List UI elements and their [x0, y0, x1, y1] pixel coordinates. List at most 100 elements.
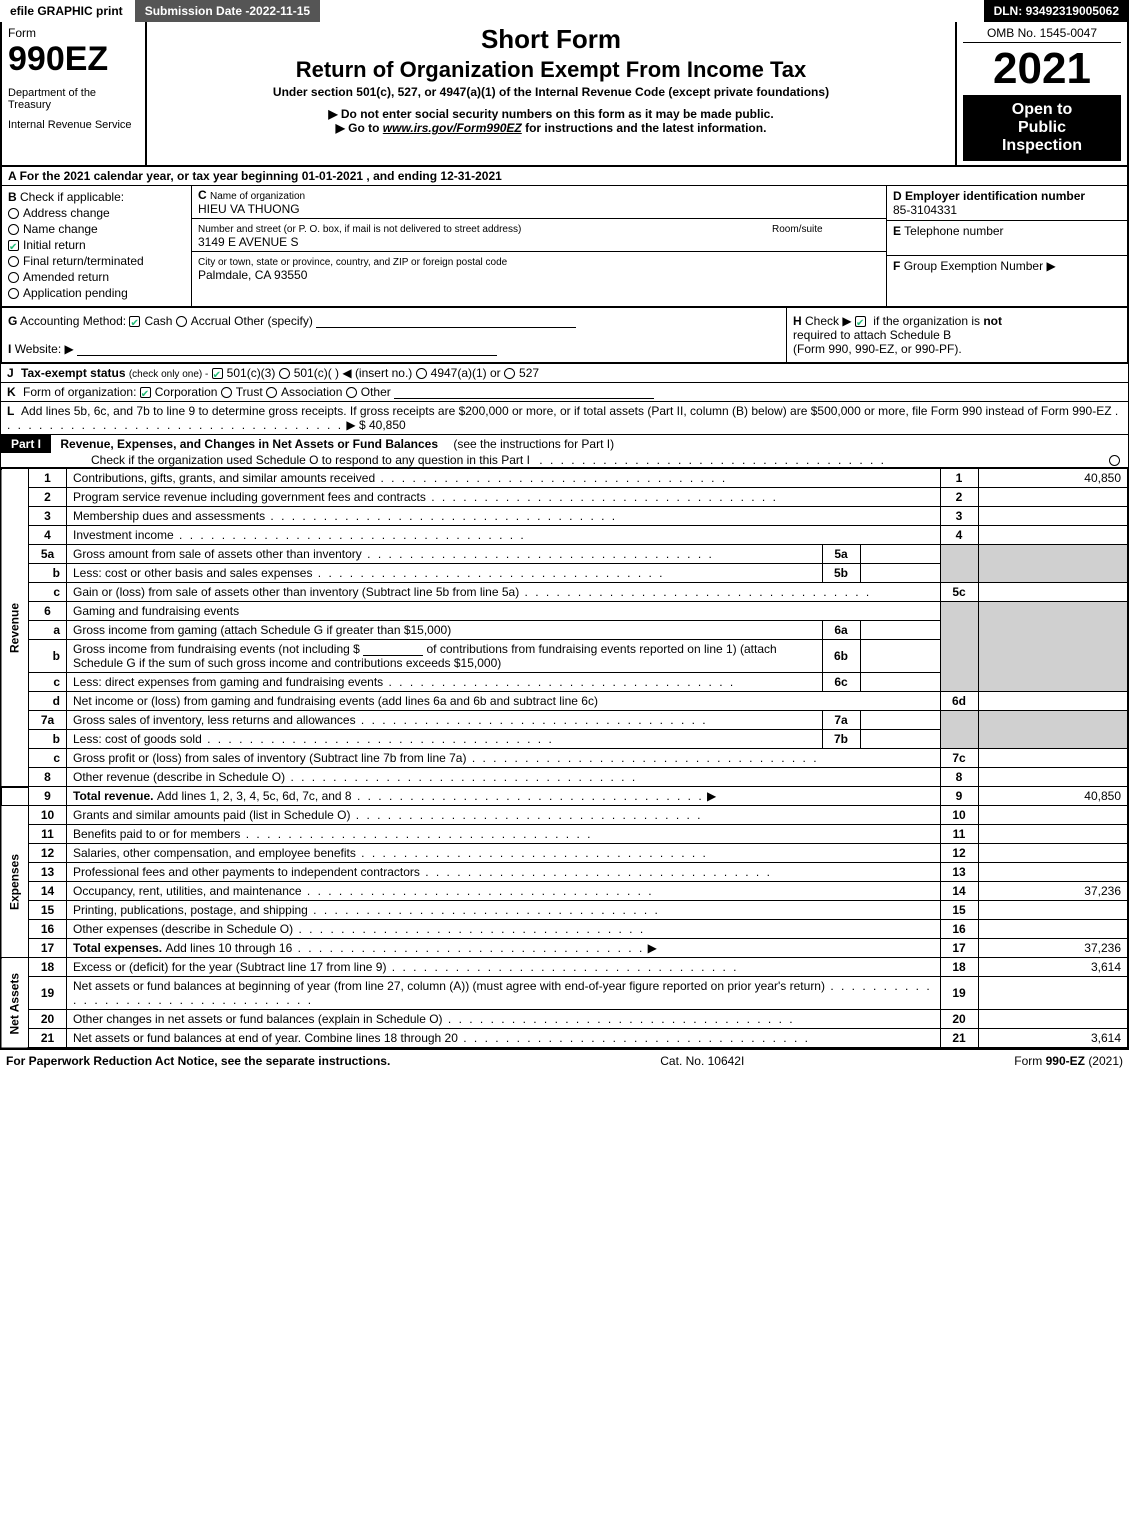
j-o4-check[interactable]	[504, 368, 515, 379]
f-box: F Group Exemption Number ▶	[887, 256, 1127, 276]
opt-application-pending[interactable]: Application pending	[8, 286, 185, 300]
website-blank[interactable]	[77, 344, 497, 356]
row-1: Revenue 1 Contributions, gifts, grants, …	[1, 469, 1128, 488]
v-8	[978, 768, 1128, 787]
k-assoc-check[interactable]	[266, 387, 277, 398]
row-4: 4Investment income 4	[1, 526, 1128, 545]
g-accrual-check[interactable]	[176, 316, 187, 327]
org-name: HIEU VA THUONG	[198, 202, 300, 216]
revenue-tab: Revenue	[1, 469, 29, 787]
k-other-check[interactable]	[346, 387, 357, 398]
t-6c: Less: direct expenses from gaming and fu…	[73, 675, 735, 689]
opt-name-change[interactable]: Name change	[8, 222, 185, 236]
subtitle: Under section 501(c), 527, or 4947(a)(1)…	[155, 85, 947, 99]
b-letter: B	[8, 190, 17, 204]
goto-link[interactable]: www.irs.gov/Form990EZ	[383, 121, 522, 135]
n-11: 11	[940, 825, 978, 844]
row-13: 13Professional fees and other payments t…	[1, 863, 1128, 882]
box-6a: 6a	[822, 621, 860, 640]
box-7b: 7b	[822, 730, 860, 749]
efile-topbar: efile GRAPHIC print Submission Date - 20…	[0, 0, 1129, 22]
c-letter: C	[198, 188, 207, 202]
t-14: Occupancy, rent, utilities, and maintena…	[73, 884, 654, 898]
n-2: 2	[940, 488, 978, 507]
t-11: Benefits paid to or for members	[73, 827, 592, 841]
row-17: 17Total expenses. Add lines 10 through 1…	[1, 939, 1128, 958]
e-box: E Telephone number	[887, 221, 1127, 256]
t-10: Grants and similar amounts paid (list in…	[73, 808, 703, 822]
footer-left: For Paperwork Reduction Act Notice, see …	[6, 1054, 390, 1068]
dln-chunk: DLN: 93492319005062	[984, 0, 1129, 22]
box-6c: 6c	[822, 673, 860, 692]
opt-application-pending-label: Application pending	[23, 286, 128, 300]
v-11	[978, 825, 1128, 844]
j-o1-check[interactable]	[212, 368, 223, 379]
box-5b: 5b	[822, 564, 860, 583]
opt-final-return[interactable]: Final return/terminated	[8, 254, 185, 268]
open-line1: Open to	[967, 101, 1117, 119]
opt-initial-return[interactable]: Initial return	[8, 238, 185, 252]
opt-address-change-label: Address change	[23, 206, 110, 220]
box-7a: 7a	[822, 711, 860, 730]
t-3: Membership dues and assessments	[73, 509, 617, 523]
row-11: 11Benefits paid to or for members11	[1, 825, 1128, 844]
row-20: 20Other changes in net assets or fund ba…	[1, 1010, 1128, 1029]
row-3: 3Membership dues and assessments 3	[1, 507, 1128, 526]
d-box: D Employer identification number 85-3104…	[887, 186, 1127, 221]
v-16	[978, 920, 1128, 939]
dln-value: 93492319005062	[1026, 4, 1119, 18]
bcdef-grid: B Check if applicable: Address change Na…	[0, 186, 1129, 308]
l-amount-prefix: ▶ $	[346, 418, 369, 432]
j-o3-check[interactable]	[416, 368, 427, 379]
j-o2-check[interactable]	[279, 368, 290, 379]
short-form-title: Short Form	[155, 24, 947, 55]
k-other: Other	[361, 385, 391, 399]
form-id-box: Form 990EZ Department of the Treasury In…	[2, 22, 147, 165]
row-16: 16Other expenses (describe in Schedule O…	[1, 920, 1128, 939]
col-c: C Name of organization HIEU VA THUONG Nu…	[192, 186, 887, 306]
v-4	[978, 526, 1128, 545]
row-7c: cGross profit or (loss) from sales of in…	[1, 749, 1128, 768]
k-corp-check[interactable]	[140, 387, 151, 398]
v-20	[978, 1010, 1128, 1029]
t-20: Other changes in net assets or fund bala…	[73, 1012, 795, 1026]
t-18: Excess or (deficit) for the year (Subtra…	[73, 960, 739, 974]
g-cash-check[interactable]	[129, 316, 140, 327]
t-5b: Less: cost or other basis and sales expe…	[73, 566, 665, 580]
opt-address-change[interactable]: Address change	[8, 206, 185, 220]
i-letter: I	[8, 342, 11, 356]
6b-blank[interactable]	[363, 644, 423, 656]
footer-right-post: (2021)	[1088, 1054, 1123, 1068]
b-label: Check if applicable:	[20, 190, 124, 204]
h-check[interactable]	[855, 316, 866, 327]
g-other-blank[interactable]	[316, 316, 576, 328]
part-i-check: Check if the organization used Schedule …	[1, 451, 536, 469]
gh-row: G Accounting Method: Cash Accrual Other …	[0, 308, 1129, 364]
org-city: Palmdale, CA 93550	[198, 268, 307, 282]
c-city-label: City or town, state or province, country…	[198, 257, 507, 268]
g-accrual: Accrual	[191, 314, 231, 328]
opt-amended-return[interactable]: Amended return	[8, 270, 185, 284]
l-letter: L	[7, 404, 14, 418]
h-line2: required to attach Schedule B	[793, 328, 951, 342]
v-1: 40,850	[978, 469, 1128, 488]
v-5c	[978, 583, 1128, 602]
form-word: Form	[8, 26, 139, 40]
row-19: 19Net assets or fund balances at beginni…	[1, 977, 1128, 1010]
t-1: Contributions, gifts, grants, and simila…	[73, 471, 727, 485]
n-12: 12	[940, 844, 978, 863]
g-other: Other (specify)	[234, 314, 313, 328]
row-21: 21Net assets or fund balances at end of …	[1, 1029, 1128, 1049]
j-sub: (check only one) -	[129, 369, 208, 380]
g-letter: G	[8, 314, 17, 328]
k-other-blank[interactable]	[394, 387, 654, 399]
v-2	[978, 488, 1128, 507]
part-i-checkbox[interactable]	[1109, 455, 1120, 466]
submission-date-label: Submission Date -	[145, 4, 250, 18]
e-label: Telephone number	[904, 224, 1003, 238]
t-15: Printing, publications, postage, and shi…	[73, 903, 660, 917]
k-trust-check[interactable]	[221, 387, 232, 398]
row-18: Net Assets 18Excess or (deficit) for the…	[1, 958, 1128, 977]
k-corp: Corporation	[155, 385, 218, 399]
row-6d: dNet income or (loss) from gaming and fu…	[1, 692, 1128, 711]
